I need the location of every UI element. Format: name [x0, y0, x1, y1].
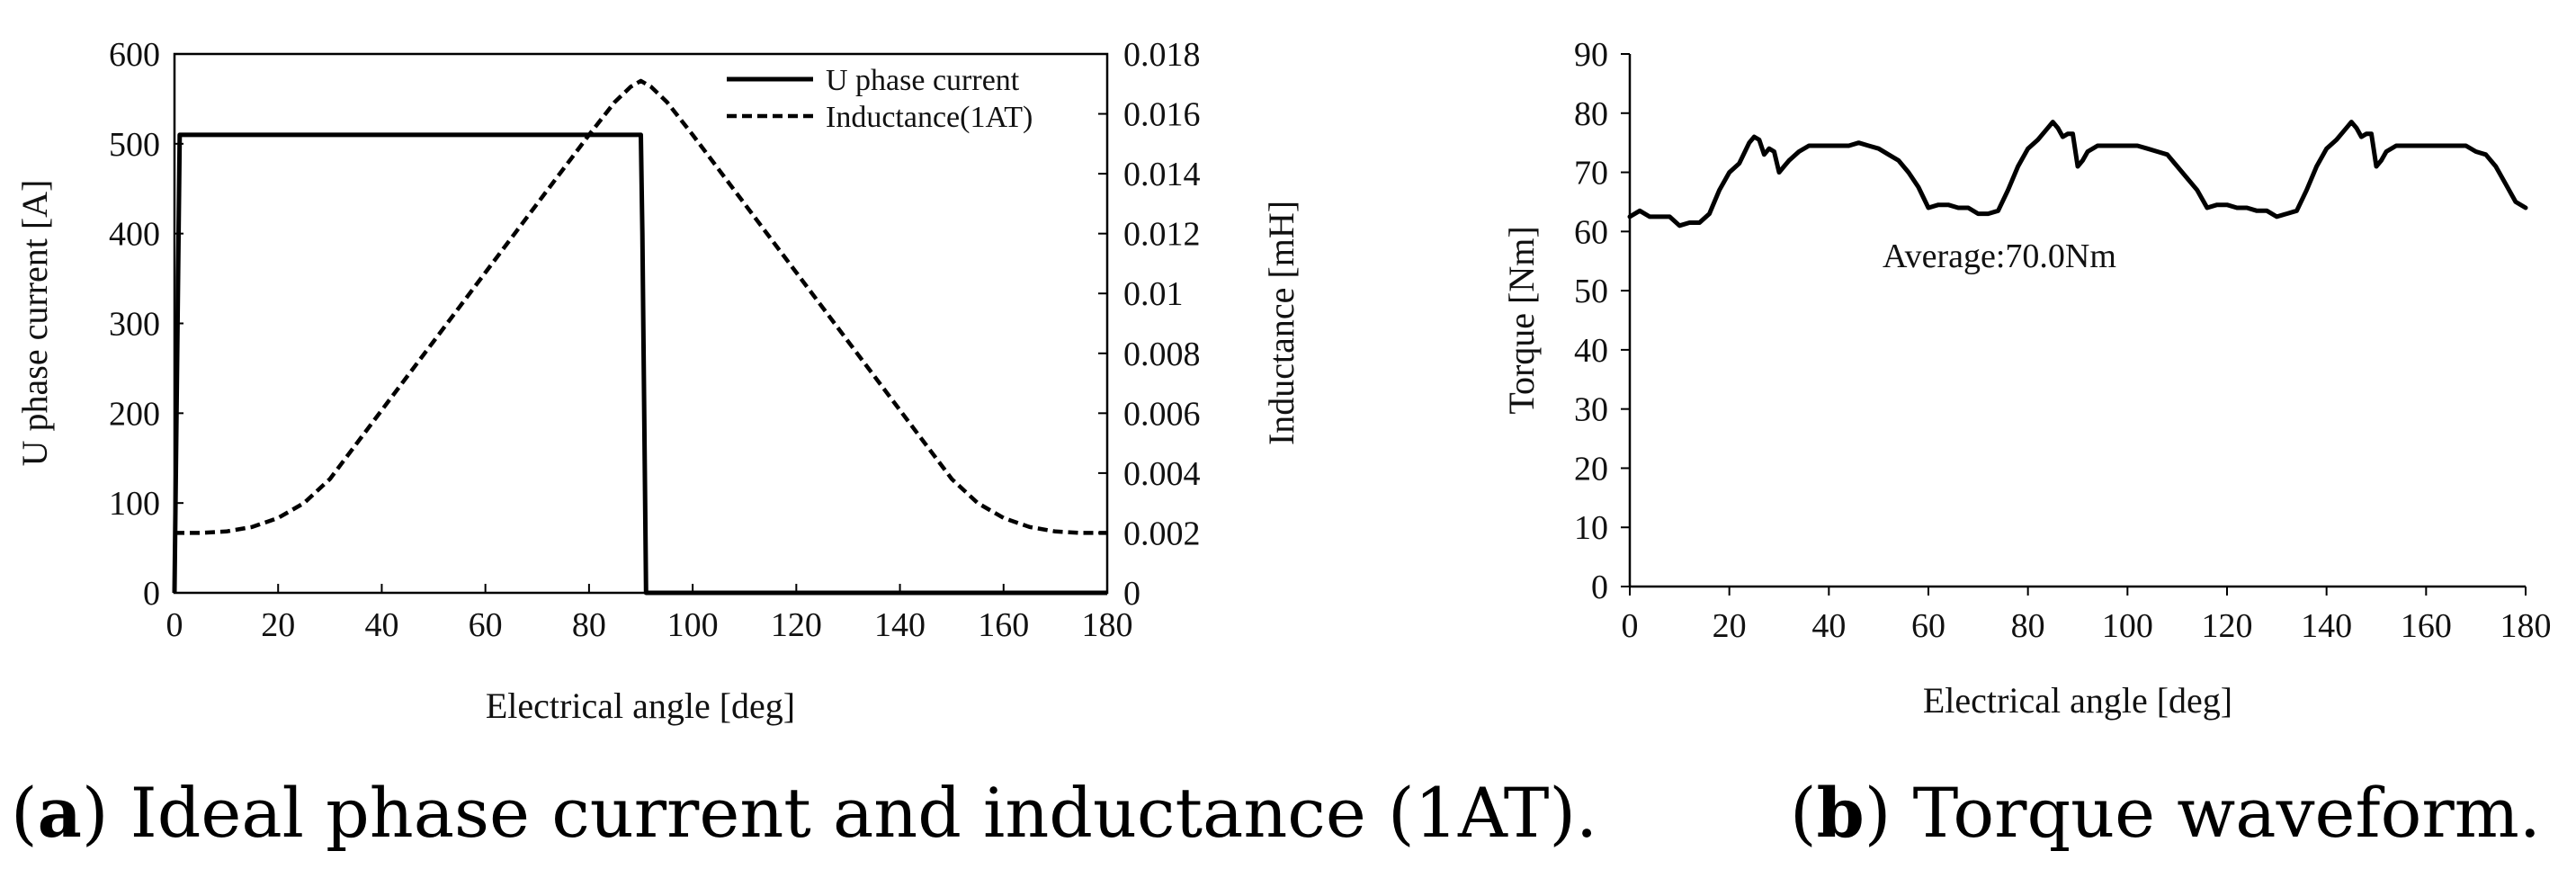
panel-a-legend: U phase current Inductance(1AT)	[727, 64, 1033, 134]
panel-b-x-tick-label: 20	[1713, 607, 1747, 645]
panel-b-caption: (b) Torque waveform.	[1790, 773, 2541, 853]
panel-a-x-tick-label: 40	[364, 606, 398, 644]
panel-b-y-tick-label: 20	[1574, 450, 1608, 488]
panel-b-x-tick-label: 160	[2401, 607, 2452, 645]
panel-a-y-right-tick-label: 0.018	[1123, 36, 1201, 74]
panel-a-x-tick-label: 180	[1082, 606, 1133, 644]
panel-b-y-tick-label: 90	[1574, 36, 1608, 74]
panel-a-x-tick-label: 120	[771, 606, 822, 644]
panel-b-chart: 0 20 40 60 80 100 120 140 160 180 0 10 20 30 40 50 60 70…	[1501, 36, 2552, 721]
panel-b-caption-letter: b	[1817, 773, 1865, 853]
panel-a-y-left-tick-label: 400	[109, 216, 160, 254]
panel-b-x-axis-label: Electrical angle [deg]	[1923, 680, 2232, 721]
panel-b-x-tick-label: 80	[2011, 607, 2045, 645]
panel-a-x-tick-label: 100	[667, 606, 719, 644]
panel-b-x-tick-label: 180	[2500, 607, 2552, 645]
panel-b-y-tick-label: 80	[1574, 95, 1608, 133]
inductance-line	[174, 78, 1107, 535]
panel-a-chart: 0 20 40 60 80 100 120 140 160 180 0 100 200 300 400 50…	[14, 36, 1301, 726]
panel-a-y-right-tick-label: 0	[1123, 575, 1140, 613]
panel-a-y-left-tick-label: 500	[109, 126, 160, 164]
panel-b-y-tick-label: 40	[1574, 332, 1608, 370]
panel-a-y-right-tick-label: 0.008	[1123, 336, 1201, 373]
panel-a-x-axis-label: Electrical angle [deg]	[486, 685, 795, 726]
panel-a-caption-text: Ideal phase current and inductance (1AT)…	[130, 773, 1597, 853]
panel-b-series	[1627, 120, 2528, 228]
panel-b-y-tick-label: 50	[1574, 273, 1608, 310]
panel-b-y-ticks: 0 10 20 30 40 50 60 70 80 90	[1574, 36, 1630, 606]
panel-a-y-left-tick-label: 600	[109, 36, 160, 74]
panel-b-y-tick-label: 10	[1574, 509, 1608, 547]
panel-a-x-tick-label: 0	[166, 606, 183, 644]
panel-a-x-tick-label: 160	[978, 606, 1029, 644]
legend-label-inductance: Inductance(1AT)	[826, 101, 1033, 134]
panel-a-y-right-tick-label: 0.016	[1123, 96, 1201, 134]
phase-current-line	[172, 132, 1107, 596]
panel-b-x-ticks: 0 20 40 60 80 100 120 140 160 180	[1622, 587, 2552, 645]
torque-line	[1627, 120, 2528, 228]
panel-a-y-right-tick-label: 0.006	[1123, 395, 1201, 433]
panel-b-y-tick-label: 0	[1591, 569, 1608, 606]
panel-a-y-right-tick-label: 0.014	[1123, 156, 1201, 193]
panel-a-y-left-tick-label: 0	[143, 575, 160, 613]
panel-b-x-tick-label: 100	[2102, 607, 2153, 645]
panel-a-y-left-ticks: 0 100 200 300 400 500 600	[109, 36, 183, 613]
panel-b-y-tick-label: 70	[1574, 155, 1608, 193]
panel-a-series	[172, 78, 1107, 596]
panel-b-caption-text: Torque waveform.	[1913, 773, 2541, 853]
panel-a-x-tick-label: 140	[874, 606, 926, 644]
panel-a-y-left-tick-label: 300	[109, 306, 160, 344]
panel-b-y-tick-label: 60	[1574, 213, 1608, 251]
panel-a-caption: (a) Ideal phase current and inductance (…	[11, 773, 1597, 853]
panel-b-x-tick-label: 60	[1911, 607, 1945, 645]
panel-b-x-tick-label: 40	[1811, 607, 1846, 645]
legend-label-current: U phase current	[826, 64, 1020, 97]
panel-a-x-tick-label: 60	[469, 606, 503, 644]
panel-b-x-tick-label: 120	[2202, 607, 2253, 645]
panel-b-x-tick-label: 0	[1622, 607, 1639, 645]
panel-a-y-right-tick-label: 0.002	[1123, 515, 1201, 552]
panel-b-y-tick-label: 30	[1574, 391, 1608, 429]
panel-a-caption-letter: a	[38, 773, 82, 853]
panel-a-y-left-axis-label: U phase current [A]	[14, 180, 55, 467]
panel-a-y-right-tick-label: 0.012	[1123, 216, 1201, 254]
panel-a-y-right-tick-label: 0.004	[1123, 455, 1201, 493]
panel-a-x-ticks: 0 20 40 60 80 100 120 140 160 180	[166, 584, 1133, 644]
panel-b-y-axis-label: Torque [Nm]	[1501, 226, 1542, 414]
panel-a-y-right-tick-label: 0.01	[1123, 275, 1184, 313]
panel-b-average-annotation: Average:70.0Nm	[1883, 237, 2116, 275]
panel-a-y-left-tick-label: 100	[109, 485, 160, 523]
panel-a-y-right-axis-label: Inductance [mH]	[1261, 201, 1301, 445]
panel-a-y-left-tick-label: 200	[109, 395, 160, 433]
panel-a-x-tick-label: 80	[572, 606, 606, 644]
panel-a-x-tick-label: 20	[261, 606, 295, 644]
panel-b-x-tick-label: 140	[2301, 607, 2352, 645]
panel-a-y-right-ticks: 0 0.002 0.004 0.006 0.008 0.01 0.012 0.014 0.016…	[1098, 36, 1201, 613]
